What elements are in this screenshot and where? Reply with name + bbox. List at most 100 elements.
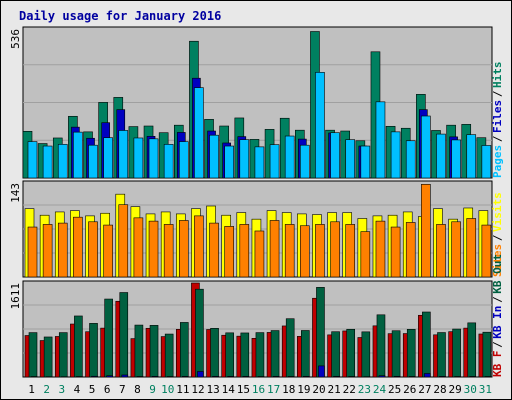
bar-kbytes-kb-out-day-14	[225, 332, 234, 378]
bar-visits-sites-sites-day-14	[224, 226, 234, 278]
bar-visits-sites-sites-day-10	[163, 224, 174, 278]
legend-separator: /	[491, 296, 504, 303]
bar-kbytes-kb-out-day-9	[149, 325, 159, 378]
x-tick-day-29: 29	[449, 383, 462, 396]
bar-visits-sites-sites-day-4	[73, 216, 83, 278]
bar-kbytes-kb-out-day-4	[74, 315, 83, 378]
bar-hits-files-pages-pages-day-30	[466, 134, 477, 179]
x-tick-day-17: 17	[267, 383, 280, 396]
bar-kbytes-kb-out-day-29	[452, 328, 461, 378]
bar-kbytes-kb-out-day-22	[346, 328, 356, 378]
x-tick-day-28: 28	[433, 383, 446, 396]
bar-visits-sites-sites-day-8	[133, 217, 144, 278]
bar-visits-sites-sites-day-15	[239, 224, 250, 278]
bar-visits-sites-sites-day-25	[390, 226, 401, 278]
bar-kbytes-kb-out-day-1	[28, 332, 38, 378]
bar-kbytes-kb-in-day-13	[212, 375, 219, 378]
legend-kb-out: KB Out	[491, 254, 504, 294]
bar-kbytes-kb-out-day-17	[270, 330, 280, 378]
bar-hits-files-pages-pages-day-10	[163, 144, 174, 179]
bar-hits-files-pages-pages-day-26	[405, 140, 416, 179]
legend-separator: /	[491, 341, 504, 348]
bar-hits-files-pages-pages-day-12	[194, 87, 204, 179]
bar-visits-sites-sites-day-17	[269, 220, 280, 278]
x-tick-day-26: 26	[403, 383, 416, 396]
bar-hits-files-pages-pages-day-3	[57, 144, 68, 179]
bar-kbytes-kb-in-day-6	[106, 375, 113, 378]
bar-visits-sites-sites-day-7	[118, 204, 129, 278]
bar-visits-sites-sites-day-13	[209, 222, 219, 278]
x-tick-day-31: 31	[479, 383, 492, 396]
bar-kbytes-kb-in-day-15	[242, 376, 250, 378]
y-max-label-kbytes: 1611	[9, 283, 22, 310]
bar-visits-sites-sites-day-26	[405, 222, 416, 278]
bar-kbytes-kb-out-day-8	[134, 324, 144, 378]
bar-visits-sites-sites-day-3	[57, 222, 68, 278]
x-tick-day-15: 15	[237, 383, 250, 396]
y-max-label-visits-sites: 143	[9, 183, 22, 203]
legend-visits: Visits	[491, 192, 504, 232]
bar-kbytes-kb-out-day-27	[422, 311, 431, 378]
bar-hits-files-pages-pages-day-4	[73, 131, 83, 179]
bar-kbytes-kb-out-day-2	[43, 336, 53, 378]
y-max-label-hits-files-pages: 536	[9, 29, 22, 49]
x-tick-day-7: 7	[119, 383, 126, 396]
x-tick-day-21: 21	[328, 383, 341, 396]
bar-hits-files-pages-pages-day-31	[481, 145, 492, 179]
bar-hits-files-pages-pages-day-11	[178, 141, 189, 179]
x-tick-day-12: 12	[191, 383, 204, 396]
bar-kbytes-kb-in-day-21	[333, 376, 340, 378]
bar-kbytes-kb-in-day-5	[91, 375, 98, 378]
x-tick-day-6: 6	[104, 383, 111, 396]
legend-separator: /	[491, 90, 504, 97]
bar-hits-files-pages-pages-day-25	[390, 131, 401, 179]
bar-visits-sites-sites-day-22	[345, 224, 356, 278]
bar-visits-sites-sites-day-12	[194, 215, 204, 278]
bar-kbytes-kb-out-day-28	[437, 332, 446, 378]
x-tick-day-30: 30	[464, 383, 477, 396]
bar-visits-sites-sites-day-2	[42, 224, 53, 278]
bar-kbytes-kb-in-day-26	[408, 376, 416, 378]
bar-kbytes-kb-out-day-24	[376, 314, 386, 378]
bar-hits-files-pages-pages-day-7	[118, 130, 129, 179]
bar-kbytes-kb-in-day-28	[439, 376, 446, 378]
x-tick-day-9: 9	[149, 383, 156, 396]
x-tick-day-22: 22	[343, 383, 356, 396]
chart-title: Daily usage for January 2016	[19, 9, 221, 23]
bar-hits-files-pages-pages-day-6	[103, 137, 113, 179]
x-tick-day-16: 16	[252, 383, 265, 396]
bar-hits-files-pages-pages-day-19	[300, 144, 310, 179]
bar-visits-sites-sites-day-30	[466, 218, 477, 278]
legend-kb-in: KB In	[491, 306, 504, 339]
bar-kbytes-kb-out-day-16	[255, 332, 265, 378]
bar-kbytes-kb-out-day-30	[467, 322, 477, 378]
bar-kbytes-kb-in-day-7	[121, 374, 129, 378]
bar-hits-files-pages-pages-day-8	[133, 137, 144, 179]
legend-hits: Hits	[491, 62, 504, 89]
bar-hits-files-pages-pages-day-23	[360, 145, 371, 179]
x-tick-day-8: 8	[134, 383, 141, 396]
bar-hits-files-pages-pages-day-27	[421, 115, 431, 179]
legend-sites: Sites	[491, 244, 504, 277]
bar-visits-sites-sites-day-1	[27, 226, 38, 278]
legend-pages: Pages	[491, 145, 504, 178]
x-tick-day-27: 27	[418, 383, 431, 396]
bar-visits-sites-sites-day-29	[451, 221, 461, 278]
x-tick-day-3: 3	[59, 383, 66, 396]
bar-kbytes-kb-out-day-5	[89, 323, 98, 378]
x-tick-day-24: 24	[373, 383, 387, 396]
bar-kbytes-kb-out-day-31	[482, 331, 492, 378]
bar-visits-sites-sites-day-28	[436, 224, 446, 278]
bar-kbytes-kb-out-day-21	[331, 331, 340, 378]
bar-kbytes-kb-out-day-13	[210, 328, 219, 378]
bar-kbytes-kb-in-day-9	[151, 375, 159, 378]
bar-hits-files-pages-pages-day-16	[254, 146, 265, 179]
bar-kbytes-kb-in-day-24	[378, 375, 386, 378]
bar-hits-files-pages-pages-day-2	[42, 145, 53, 179]
x-tick-day-1: 1	[28, 383, 35, 396]
bar-hits-files-pages-pages-day-13	[209, 134, 219, 179]
x-tick-day-14: 14	[222, 383, 236, 396]
bar-visits-sites-sites-day-6	[103, 224, 113, 278]
bar-kbytes-kb-out-day-26	[406, 329, 416, 378]
bar-hits-files-pages-pages-day-29	[451, 139, 461, 179]
